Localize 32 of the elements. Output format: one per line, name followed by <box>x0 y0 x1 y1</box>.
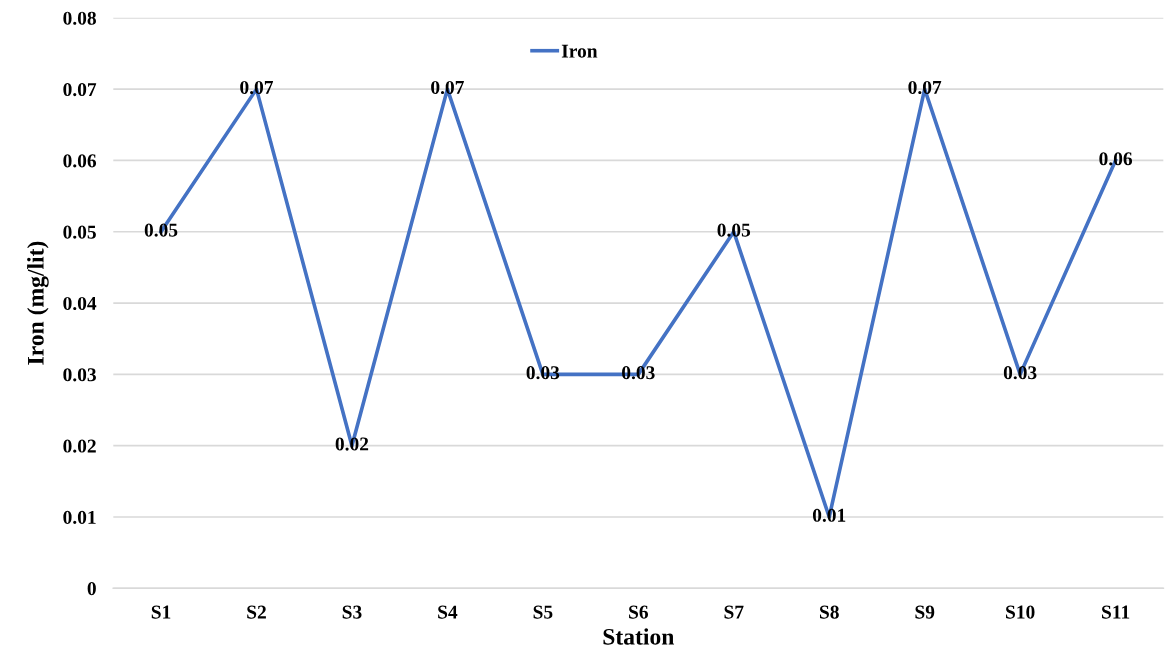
y-tick-label: 0.05 <box>63 225 96 239</box>
x-tick-label: S1 <box>151 605 171 619</box>
data-label: 0.01 <box>812 508 846 522</box>
x-tick-label: S2 <box>247 605 266 619</box>
y-tick-label: 0.01 <box>63 510 96 525</box>
x-tick-label: S6 <box>629 605 649 619</box>
x-axis-title: Station <box>603 628 675 645</box>
y-tick-label: 0.04 <box>63 296 97 311</box>
legend-label: Iron <box>561 44 598 58</box>
x-tick-label: S3 <box>342 605 362 619</box>
x-tick-label: S11 <box>1102 605 1130 619</box>
data-label: 0.07 <box>240 80 274 95</box>
x-tick-label: S4 <box>438 605 458 619</box>
data-label: 0.06 <box>1099 152 1133 166</box>
x-tick-label: S8 <box>820 605 839 619</box>
data-label: 0.02 <box>335 437 369 451</box>
data-label: 0.07 <box>431 80 464 95</box>
x-tick-label: S10 <box>1006 605 1035 619</box>
y-tick-label: 0.06 <box>63 154 97 168</box>
y-axis-title: Iron (mg/lit) <box>27 241 49 365</box>
data-label: 0.03 <box>526 366 560 380</box>
data-label: 0.05 <box>717 223 751 237</box>
y-tick-label: 0 <box>87 582 96 596</box>
y-tick-label: 0.02 <box>63 439 96 453</box>
data-label: 0.07 <box>908 80 942 95</box>
y-tick-label: 0.08 <box>63 11 96 25</box>
y-tick-label: 0.07 <box>63 82 97 97</box>
data-label: 0.03 <box>1003 366 1037 380</box>
y-tick-label: 0.03 <box>63 368 96 382</box>
x-tick-label: S9 <box>915 605 935 619</box>
x-tick-label: S5 <box>533 605 553 619</box>
x-tick-label: S7 <box>724 605 744 619</box>
